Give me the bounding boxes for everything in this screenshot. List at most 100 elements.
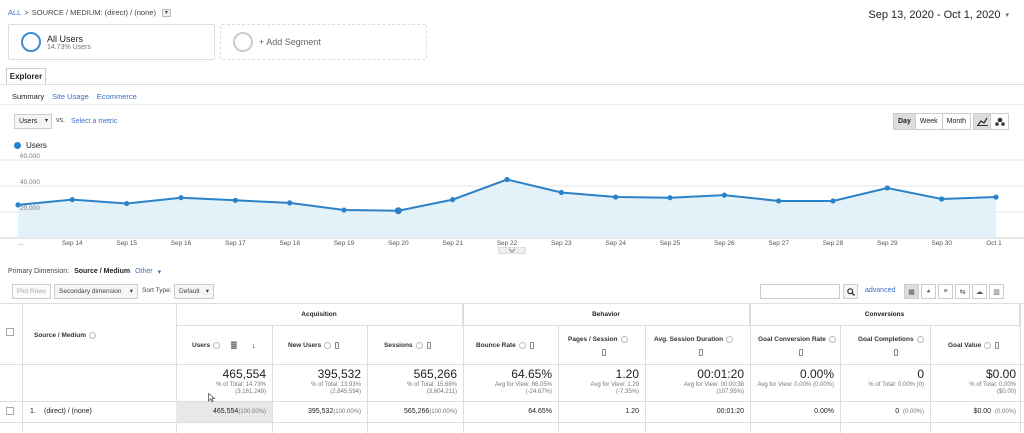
help-icon[interactable]	[89, 331, 97, 339]
subtab-summary[interactable]: Summary	[12, 92, 45, 101]
table-search-input[interactable]	[760, 284, 840, 299]
period-month-button[interactable]: Month	[942, 114, 971, 129]
period-week-button[interactable]: Week	[915, 114, 943, 129]
advanced-filter-link[interactable]: advanced	[865, 287, 896, 294]
data-point[interactable]	[939, 196, 945, 202]
col-header-users[interactable]: Users ≣ ↓	[192, 338, 256, 352]
search-button[interactable]	[843, 284, 858, 299]
vs-label: vs.	[56, 117, 65, 124]
col-header-avg-session-duration[interactable]: Avg. Session Duration	[654, 332, 734, 346]
data-point[interactable]	[667, 195, 673, 201]
subtab-ecommerce[interactable]: Ecommerce	[96, 92, 137, 101]
primary-dimension-value[interactable]: Source / Medium	[74, 268, 131, 275]
data-point[interactable]	[287, 200, 293, 206]
bar-chart-icon	[426, 341, 431, 349]
col-header-pages-session[interactable]: Pages / Session	[568, 332, 628, 346]
comparison-icon: ⇆	[959, 288, 966, 296]
help-icon[interactable]	[213, 341, 221, 349]
period-day-button[interactable]: Day	[894, 114, 916, 129]
subtab-site-usage[interactable]: Site Usage	[52, 92, 89, 101]
data-point[interactable]	[178, 195, 184, 201]
plot-rows-button[interactable]: Plot Rows	[12, 284, 52, 299]
col-header-bounce-rate[interactable]: Bounce Rate	[476, 338, 534, 352]
col-header-goal-completions[interactable]: Goal Completions	[858, 332, 924, 346]
total-users: 465,554	[222, 367, 266, 381]
row-dimension-link[interactable]: (direct) / (none)	[44, 408, 92, 415]
help-icon[interactable]	[916, 335, 924, 343]
data-view-button[interactable]: ▦	[904, 284, 919, 299]
col-header-source-medium[interactable]: Source / Medium	[34, 328, 97, 342]
date-range-picker[interactable]: Sep 13, 2020 - Oct 1, 2020 ▾	[868, 9, 1009, 21]
select-metric-link[interactable]: Select a metric	[71, 118, 118, 125]
data-point[interactable]	[993, 194, 999, 200]
col-header-label: Bounce Rate	[476, 341, 516, 349]
help-icon[interactable]	[415, 341, 423, 349]
data-point[interactable]	[450, 197, 456, 203]
help-icon[interactable]	[726, 335, 734, 343]
term-cloud-view-button[interactable]: ☁	[972, 284, 987, 299]
table-view-buttons: ▦ ◕ ≡ ⇆ ☁ ▥	[904, 284, 1004, 299]
performance-view-button[interactable]: ≡	[938, 284, 953, 299]
help-icon[interactable]	[518, 341, 526, 349]
row-goal-completions: 0 (0.00%)	[895, 408, 924, 415]
select-all-checkbox[interactable]	[6, 328, 14, 336]
data-point[interactable]	[776, 198, 782, 204]
data-point[interactable]	[232, 197, 238, 203]
breadcrumb-dropdown-button[interactable]: ▾	[161, 8, 171, 17]
date-range-label: Sep 13, 2020 - Oct 1, 2020	[868, 9, 1001, 21]
group-conversions: Conversions	[750, 304, 1020, 326]
col-header-new-users[interactable]: New Users	[288, 338, 340, 352]
bars-icon: ≡	[943, 288, 948, 295]
sort-type-value: Default	[179, 288, 200, 295]
row-sessions: 565,266(100.00%)	[404, 408, 457, 415]
sort-arrow-down-icon[interactable]: ↓	[251, 340, 256, 350]
breadcrumb-all-link[interactable]: ALL	[8, 8, 22, 17]
data-point[interactable]	[341, 207, 347, 213]
row-index: 1.	[30, 408, 36, 415]
help-icon[interactable]	[828, 335, 836, 343]
motion-chart-button[interactable]	[991, 114, 1008, 129]
data-point[interactable]	[613, 194, 619, 200]
data-point[interactable]	[69, 197, 75, 203]
tab-explorer[interactable]: Explorer	[6, 68, 46, 85]
primary-dimension-other[interactable]: Other	[135, 268, 153, 275]
row-checkbox[interactable]	[6, 407, 14, 415]
total-bounce-rate: 64.65%	[511, 367, 552, 381]
data-point[interactable]	[884, 185, 890, 191]
data-point[interactable]	[504, 176, 510, 183]
group-behavior: Behavior	[463, 304, 750, 326]
col-header-sessions[interactable]: Sessions	[384, 338, 431, 352]
col-header-goal-conversion-rate[interactable]: Goal Conversion Rate	[758, 332, 836, 346]
data-point[interactable]	[394, 207, 402, 215]
search-icon	[846, 287, 855, 296]
col-header-label: Users	[192, 341, 211, 349]
data-point[interactable]	[558, 189, 564, 196]
total-bounce-rate-sub: Avg for View: 86.05% (-24.87%)	[494, 382, 552, 395]
sort-type-select[interactable]: Default ▾	[174, 284, 214, 299]
data-point[interactable]	[124, 200, 130, 207]
col-header-goal-value[interactable]: Goal Value	[948, 338, 1000, 352]
chart-resize-handle[interactable]	[498, 247, 526, 254]
secondary-dimension-select[interactable]: Secondary dimension ▾	[54, 284, 138, 299]
add-segment-button[interactable]: + Add Segment	[220, 24, 427, 60]
metric-select[interactable]: Users ▾	[14, 114, 52, 129]
segment-ring-icon	[21, 32, 41, 52]
legend-label: Users	[26, 141, 47, 150]
row-users: 465,554(100.00%)	[213, 408, 266, 415]
x-tick-label: Sep 15	[116, 240, 137, 247]
help-icon[interactable]	[324, 341, 332, 349]
data-point[interactable]	[830, 198, 836, 204]
chevron-down-icon: ▾	[129, 288, 133, 295]
data-point[interactable]	[15, 202, 21, 208]
secondary-dimension-label: Secondary dimension	[59, 288, 122, 295]
sort-bars-icon: ≣	[230, 339, 238, 350]
percentage-view-button[interactable]: ◕	[921, 284, 936, 299]
pivot-view-button[interactable]: ▥	[989, 284, 1004, 299]
chevron-down-icon: ▾	[44, 118, 48, 124]
help-icon[interactable]	[620, 335, 628, 343]
help-icon[interactable]	[984, 341, 992, 349]
segment-all-users[interactable]: All Users 14.73% Users	[8, 24, 215, 60]
data-point[interactable]	[721, 192, 727, 198]
line-chart-button[interactable]	[974, 114, 991, 129]
comparison-view-button[interactable]: ⇆	[955, 284, 970, 299]
